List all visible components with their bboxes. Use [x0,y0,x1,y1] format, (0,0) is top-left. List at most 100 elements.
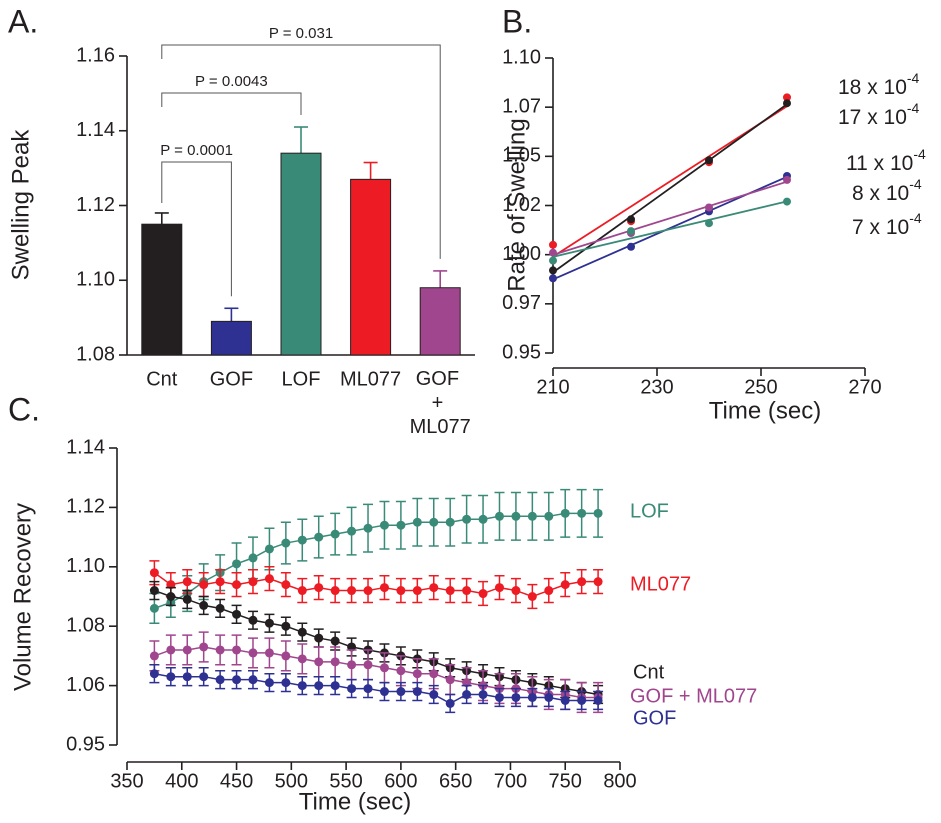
data-point [264,574,274,584]
data-point [379,663,389,673]
label-exponent: -4 [909,210,922,226]
data-point [783,197,791,206]
y-tick-label: 1.00 [502,243,541,265]
data-point [248,553,258,563]
y-tick-label: 1.14 [66,436,105,458]
data-point [705,203,713,212]
data-point [232,559,242,569]
data-point [462,586,472,596]
x-tick-label: 250 [744,376,777,398]
y-axis-label: Volume Recovery [9,503,36,691]
data-point [248,615,258,625]
y-tick-label: 1.07 [502,95,541,117]
panel-letter: A. [8,3,38,39]
data-point [297,681,307,691]
data-point [549,256,557,265]
data-point [215,577,225,587]
data-point [560,580,570,590]
data-point [149,651,159,661]
data-point [149,568,159,578]
y-tick-label: 0.95 [502,341,541,363]
data-point [429,517,439,527]
legend-label: Cnt [633,661,665,683]
data-point [199,600,209,610]
data-point [412,586,422,596]
data-point [330,529,340,539]
x-tick-label: 270 [848,376,881,398]
legend-label: GOF [633,707,676,729]
x-tick-label: 750 [549,770,582,792]
data-point [445,517,455,527]
data-point [511,511,521,521]
data-point [248,648,258,658]
data-point [705,219,713,228]
panel-letter: C. [8,391,40,427]
series-label: 17 x 10-4 [838,100,920,129]
x-tick-label: LOF [282,368,321,390]
data-point [396,666,406,676]
data-point [264,648,274,658]
data-point [462,690,472,700]
x-tick-label: GOF [210,368,253,390]
data-point [783,175,791,184]
data-point [248,577,258,587]
data-point [445,675,455,685]
annotation: P = 0.0001 [160,142,233,159]
data-point [264,544,274,554]
y-tick-label: 1.06 [66,674,105,696]
data-point [363,523,373,533]
data-point [199,580,209,590]
data-point [527,692,537,702]
data-point [379,520,389,530]
data-point [549,274,557,283]
data-point [166,645,176,655]
data-point [379,583,389,593]
data-point [264,678,274,688]
bar [419,287,461,356]
series-line [154,672,599,705]
fit-line [552,103,788,274]
y-axis-label: Rate of Swelling [503,118,530,291]
series-line [153,572,599,598]
label-base: 18 x 10 [838,76,907,99]
data-point [232,645,242,655]
label-line: ML077 [410,416,471,438]
data-point [445,698,455,708]
data-point [549,240,557,249]
data-point [149,586,159,596]
legend-label: LOF [630,500,669,522]
annotation: P = 0.031 [269,25,333,42]
data-point [544,692,554,702]
data-point [577,508,587,518]
data-point [412,687,422,697]
data-point [215,603,225,613]
data-point [527,511,537,521]
y-tick-label: 1.05 [502,145,541,167]
x-tick-label: 400 [165,770,198,792]
data-point [593,508,603,518]
legend-label: GOF + ML077 [630,685,757,707]
data-point [314,657,324,667]
series-label: 18 x 10-4 [838,70,920,99]
data-point [281,651,291,661]
y-tick-label: 1.10 [66,555,105,577]
y-tick-label: 1.12 [76,194,115,216]
x-axis-label: Time (sec) [299,788,411,815]
data-point [511,586,521,596]
data-point [412,517,422,527]
data-point [593,695,603,705]
data-point [182,594,192,604]
data-point [429,690,439,700]
y-tick-label: 1.10 [76,269,115,291]
data-point [297,586,307,596]
series-label: 7 x 10-4 [852,210,922,239]
x-axis-label: Time (sec) [709,397,821,424]
data-point [330,657,340,667]
y-tick-label: 1.08 [66,614,105,636]
data-point [478,589,488,599]
x-tick-label: 600 [384,770,417,792]
data-point [462,514,472,524]
y-tick-label: 0.95 [66,733,105,755]
x-tick-label: ML077 [340,368,401,390]
